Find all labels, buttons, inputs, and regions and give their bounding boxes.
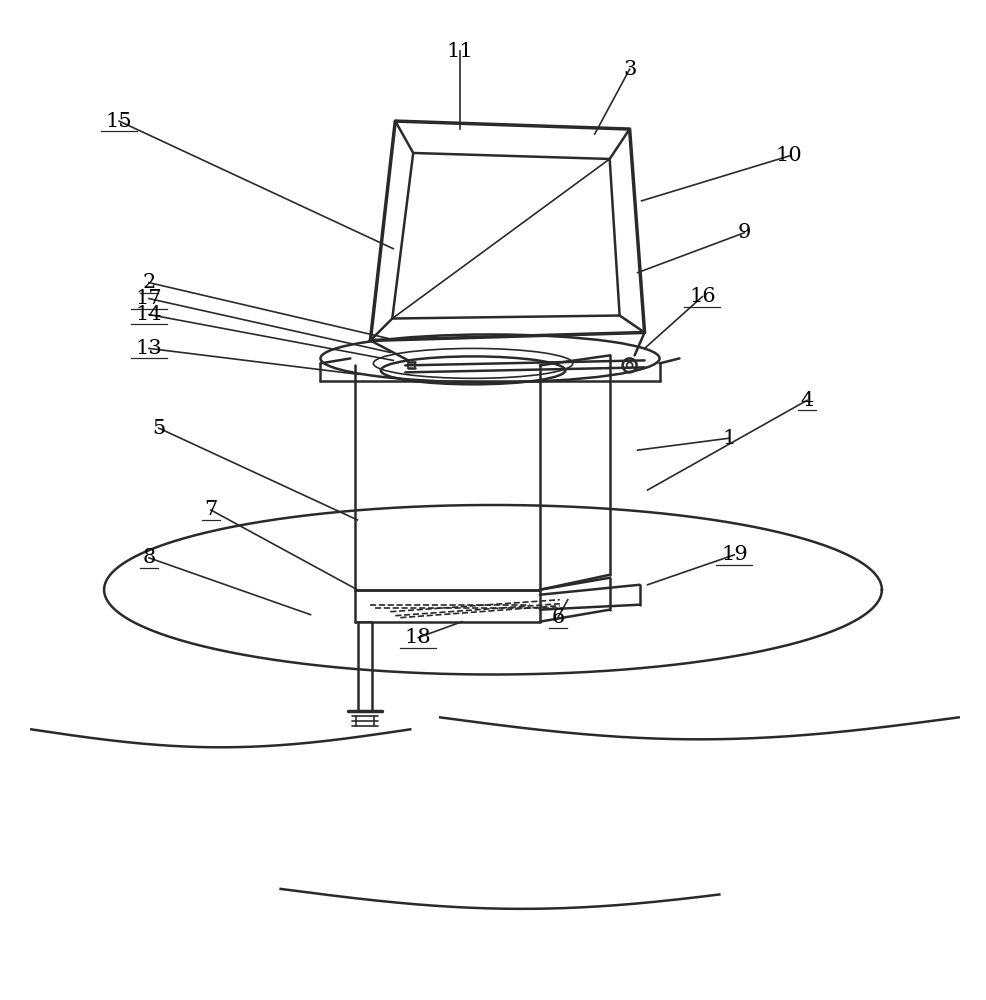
Text: 3: 3 (622, 60, 636, 79)
Text: 9: 9 (737, 223, 750, 242)
Text: 14: 14 (135, 305, 162, 324)
Text: 2: 2 (142, 273, 156, 292)
Text: 7: 7 (204, 500, 217, 519)
Text: 5: 5 (152, 419, 166, 438)
Text: 13: 13 (135, 339, 162, 358)
Text: 11: 11 (447, 42, 473, 61)
Text: 15: 15 (106, 112, 132, 131)
Text: 17: 17 (135, 289, 162, 308)
Text: 1: 1 (722, 429, 736, 448)
Text: 10: 10 (775, 146, 802, 165)
Text: 6: 6 (550, 608, 564, 627)
Text: 4: 4 (800, 391, 812, 410)
Text: 18: 18 (404, 628, 431, 647)
Text: 19: 19 (720, 545, 747, 564)
Text: 16: 16 (688, 287, 715, 306)
Text: 8: 8 (142, 548, 156, 567)
